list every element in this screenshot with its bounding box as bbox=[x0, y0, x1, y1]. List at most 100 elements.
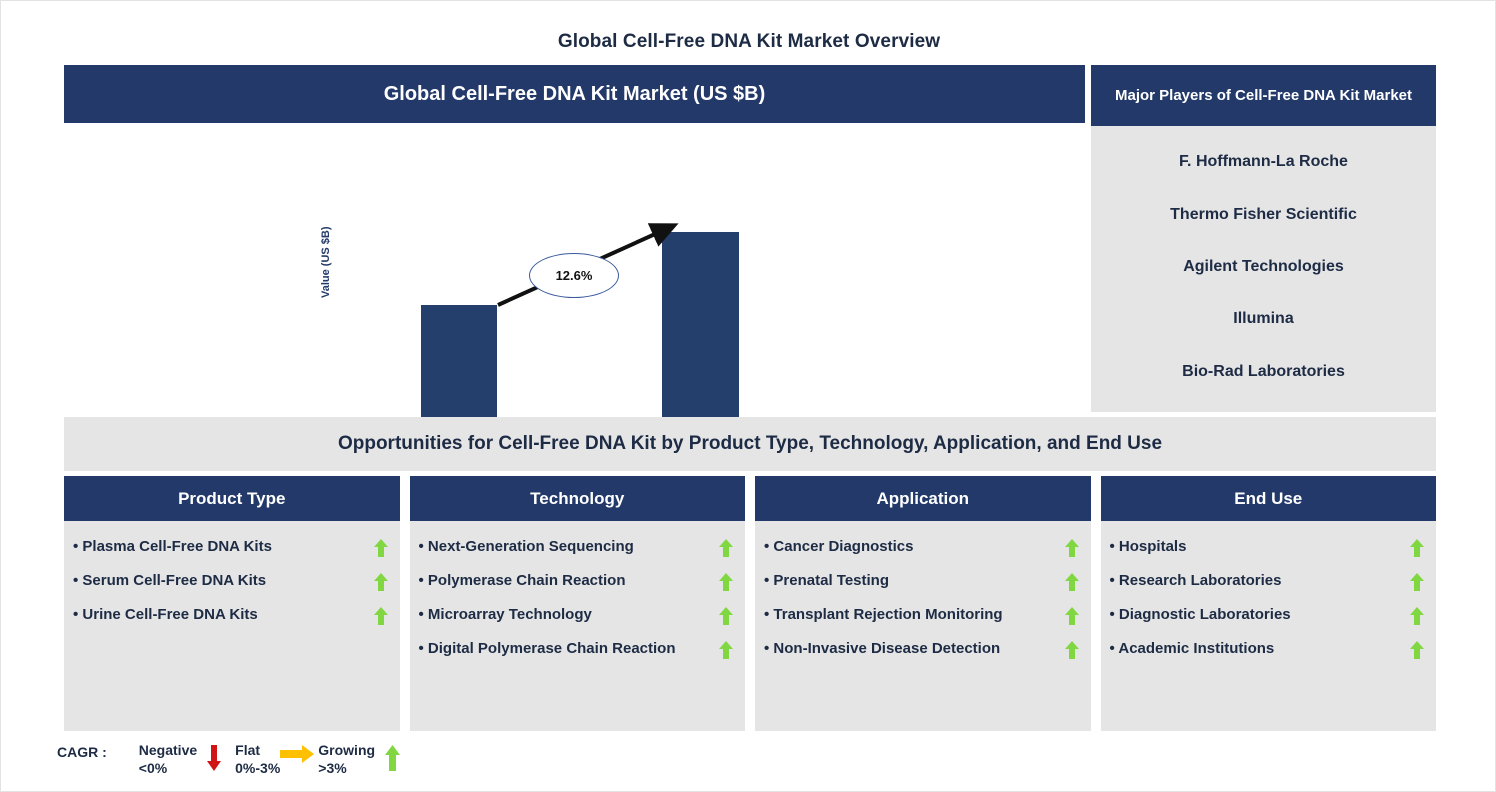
trend-cell bbox=[713, 565, 739, 591]
cagr-legend-label: CAGR : bbox=[57, 744, 107, 760]
list-item: Non-Invasive Disease Detection bbox=[761, 633, 1085, 665]
arrow-up-icon bbox=[1064, 573, 1080, 591]
column-header: Application bbox=[755, 476, 1091, 521]
trend-cell bbox=[1059, 633, 1085, 659]
arrow-up-icon bbox=[375, 741, 409, 771]
arrow-up-icon bbox=[718, 539, 734, 557]
list-item: F. Hoffmann-La Roche bbox=[1179, 153, 1348, 171]
list-item: Research Laboratories bbox=[1107, 565, 1431, 597]
column-header: Product Type bbox=[64, 476, 400, 521]
list-item: Urine Cell-Free DNA Kits bbox=[70, 599, 394, 631]
trend-cell bbox=[368, 531, 394, 557]
trend-cell bbox=[713, 633, 739, 659]
opportunity-label: Serum Cell-Free DNA Kits bbox=[70, 565, 266, 597]
list-item: Cancer Diagnostics bbox=[761, 531, 1085, 563]
trend-cell bbox=[368, 599, 394, 625]
column-header: End Use bbox=[1100, 476, 1436, 521]
opportunity-label: Academic Institutions bbox=[1107, 633, 1274, 665]
opportunity-label: Transplant Rejection Monitoring bbox=[761, 599, 1002, 631]
legend-item-negative: Negative <0% bbox=[139, 741, 231, 777]
trend-cell bbox=[368, 565, 394, 591]
arrow-up-icon bbox=[1409, 607, 1425, 625]
column-end-use: End Use Hospitals Research Laboratories … bbox=[1100, 476, 1436, 731]
chart-plot-area: Value (US $B) 2025 2031 12.6% Source : L… bbox=[64, 123, 1085, 466]
column-body: Plasma Cell-Free DNA Kits Serum Cell-Fre… bbox=[64, 521, 400, 731]
opportunity-label: Cancer Diagnostics bbox=[761, 531, 913, 563]
bar-2025 bbox=[421, 305, 497, 417]
arrow-up-icon bbox=[718, 641, 734, 659]
column-body: Cancer Diagnostics Prenatal Testing Tran… bbox=[755, 521, 1091, 731]
arrow-right-icon bbox=[280, 741, 315, 763]
legend-range: <0% bbox=[138, 760, 168, 776]
chart-y-axis-label: Value (US $B) bbox=[320, 226, 332, 298]
list-item: Plasma Cell-Free DNA Kits bbox=[70, 531, 394, 563]
column-header: Technology bbox=[409, 476, 745, 521]
opportunity-label: Plasma Cell-Free DNA Kits bbox=[70, 531, 272, 563]
opportunity-label: Next-Generation Sequencing bbox=[416, 531, 634, 563]
major-players-header: Major Players of Cell-Free DNA Kit Marke… bbox=[1091, 65, 1436, 126]
opportunity-label: Digital Polymerase Chain Reaction bbox=[416, 633, 676, 665]
trend-cell bbox=[713, 599, 739, 625]
list-item: Thermo Fisher Scientific bbox=[1170, 205, 1357, 223]
opportunity-label: Diagnostic Laboratories bbox=[1107, 599, 1291, 631]
opportunity-label: Urine Cell-Free DNA Kits bbox=[70, 599, 257, 631]
column-body: Next-Generation Sequencing Polymerase Ch… bbox=[410, 521, 746, 731]
list-item: Bio-Rad Laboratories bbox=[1182, 362, 1345, 380]
list-item: Polymerase Chain Reaction bbox=[416, 565, 740, 597]
trend-cell bbox=[1404, 565, 1430, 591]
arrow-up-icon bbox=[718, 573, 734, 591]
trend-cell bbox=[1404, 531, 1430, 557]
arrow-up-icon bbox=[373, 539, 389, 557]
list-item: Agilent Technologies bbox=[1183, 257, 1344, 275]
trend-cell bbox=[1404, 633, 1430, 659]
chart-panel-header: Global Cell-Free DNA Kit Market (US $B) bbox=[64, 65, 1085, 123]
arrow-up-icon bbox=[373, 573, 389, 591]
trend-cell bbox=[713, 531, 739, 557]
major-players-list: F. Hoffmann-La Roche Thermo Fisher Scien… bbox=[1091, 126, 1436, 412]
column-application: Application Cancer Diagnostics Prenatal … bbox=[755, 476, 1091, 731]
major-players-panel: Major Players of Cell-Free DNA Kit Marke… bbox=[1091, 65, 1436, 412]
opportunity-label: Non-Invasive Disease Detection bbox=[761, 633, 1000, 665]
trend-cell bbox=[1059, 565, 1085, 591]
arrow-up-icon bbox=[1064, 641, 1080, 659]
opportunity-columns: Product Type Plasma Cell-Free DNA Kits S… bbox=[64, 476, 1436, 731]
list-item: Serum Cell-Free DNA Kits bbox=[70, 565, 394, 597]
legend-range: 0%-3% bbox=[235, 760, 281, 776]
list-item: Microarray Technology bbox=[416, 599, 740, 631]
arrow-down-icon bbox=[197, 741, 231, 771]
list-item: Illumina bbox=[1233, 310, 1294, 328]
market-chart-panel: Global Cell-Free DNA Kit Market (US $B) … bbox=[64, 65, 1085, 466]
opportunity-label: Hospitals bbox=[1107, 531, 1187, 563]
bar-2031 bbox=[662, 232, 739, 417]
opportunity-label: Microarray Technology bbox=[416, 599, 592, 631]
list-item: Next-Generation Sequencing bbox=[416, 531, 740, 563]
legend-text: Flat 0%-3% bbox=[235, 741, 280, 777]
list-item: Digital Polymerase Chain Reaction bbox=[416, 633, 740, 665]
arrow-up-icon bbox=[1064, 607, 1080, 625]
trend-cell bbox=[1404, 599, 1430, 625]
opportunity-label: Polymerase Chain Reaction bbox=[416, 565, 626, 597]
arrow-up-icon bbox=[1409, 573, 1425, 591]
legend-name: Growing bbox=[318, 742, 376, 758]
arrow-up-icon bbox=[718, 607, 734, 625]
cagr-legend: CAGR : Negative <0% Flat 0%-3% Growing >… bbox=[57, 741, 413, 777]
legend-text: Negative <0% bbox=[139, 741, 197, 777]
arrow-up-icon bbox=[1064, 539, 1080, 557]
legend-text: Growing >3% bbox=[318, 741, 375, 777]
trend-cell bbox=[1059, 599, 1085, 625]
opportunity-label: Prenatal Testing bbox=[761, 565, 889, 597]
list-item: Hospitals bbox=[1107, 531, 1431, 563]
cagr-value-bubble: 12.6% bbox=[529, 253, 619, 298]
opportunities-banner: Opportunities for Cell-Free DNA Kit by P… bbox=[64, 417, 1436, 471]
opportunity-label: Research Laboratories bbox=[1107, 565, 1282, 597]
page-title: Global Cell-Free DNA Kit Market Overview bbox=[557, 31, 941, 52]
trend-cell bbox=[1059, 531, 1085, 557]
list-item: Diagnostic Laboratories bbox=[1107, 599, 1431, 631]
legend-name: Flat bbox=[235, 742, 261, 758]
arrow-up-icon bbox=[1409, 539, 1425, 557]
legend-item-growing: Growing >3% bbox=[318, 741, 409, 777]
column-technology: Technology Next-Generation Sequencing Po… bbox=[409, 476, 746, 731]
legend-range: >3% bbox=[318, 760, 347, 776]
list-item: Transplant Rejection Monitoring bbox=[761, 599, 1085, 631]
